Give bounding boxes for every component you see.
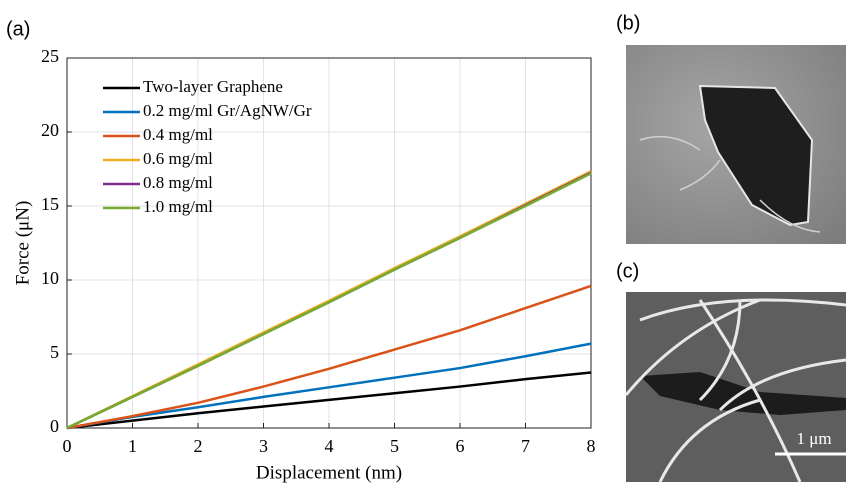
- x-tick-label: 2: [194, 436, 203, 456]
- y-tick-label: 0: [50, 416, 59, 436]
- x-tick-label: 5: [390, 436, 399, 456]
- figure: (a) (b) (c) 1 μm 0 5 10 15 20 25 0 1 2 3 4 5 6 7 8 Disp…: [0, 0, 853, 486]
- x-tick-label: 4: [325, 436, 334, 456]
- x-tick-label: 7: [521, 436, 530, 456]
- legend-label: 1.0 mg/ml: [143, 197, 213, 216]
- x-tick-label: 0: [63, 436, 72, 456]
- y-tick-label: 10: [41, 268, 59, 288]
- legend-label: 0.6 mg/ml: [143, 149, 213, 168]
- sem-image-c: 1 μm: [626, 292, 846, 482]
- panel-label: (b): [616, 12, 640, 34]
- scale-bar-label: 1 μm: [796, 429, 831, 448]
- legend-label: 0.2 mg/ml Gr/AgNW/Gr: [143, 101, 312, 120]
- y-axis-label: Force (μN): [12, 201, 33, 286]
- sem-image-b: [626, 45, 846, 244]
- x-tick-label: 3: [259, 436, 268, 456]
- y-tick-label: 20: [41, 120, 59, 140]
- x-tick-label: 1: [128, 436, 137, 456]
- legend-label: Two-layer Graphene: [143, 77, 283, 96]
- y-tick-label: 25: [41, 46, 59, 66]
- y-tick-label: 5: [50, 342, 59, 362]
- panel-label: (c): [616, 260, 639, 282]
- y-tick-label: 15: [41, 194, 59, 214]
- panel-label: (a): [6, 18, 30, 40]
- x-axis-label: Displacement (nm): [256, 462, 402, 483]
- x-tick-label: 8: [587, 436, 596, 456]
- legend-label: 0.4 mg/ml: [143, 125, 213, 144]
- legend-label: 0.8 mg/ml: [143, 173, 213, 192]
- x-tick-label: 6: [456, 436, 465, 456]
